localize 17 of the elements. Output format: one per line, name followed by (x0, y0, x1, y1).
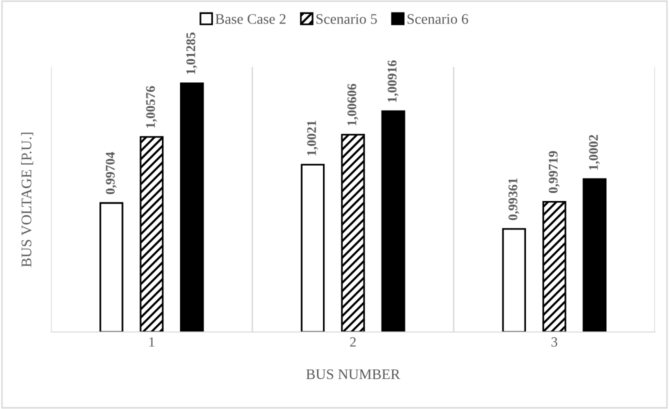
data-label: 0,99361 (508, 178, 520, 220)
data-label: 1,00576 (146, 86, 157, 128)
legend-label: Base Case 2 (215, 14, 286, 24)
x-tick-label: 1 (149, 337, 154, 346)
y-axis-title: BUS VOLTAGE [P.U.] (21, 132, 34, 267)
data-label: 0,99704 (106, 152, 117, 194)
data-label: 1,0002 (589, 135, 600, 170)
x-axis-title: BUS NUMBER (306, 369, 400, 380)
data-label: 1,0021 (307, 120, 318, 156)
data-label: 0,99719 (548, 151, 560, 194)
x-tick-label: 3 (552, 337, 558, 347)
x-tick-label: 2 (350, 337, 356, 346)
data-label: 1,00916 (388, 60, 398, 102)
data-label: 1,01285 (186, 32, 198, 74)
data-label: 1,00606 (347, 84, 358, 126)
legend-label: Scenario 5 (316, 14, 377, 24)
legend-label: Scenario 6 (408, 14, 468, 24)
